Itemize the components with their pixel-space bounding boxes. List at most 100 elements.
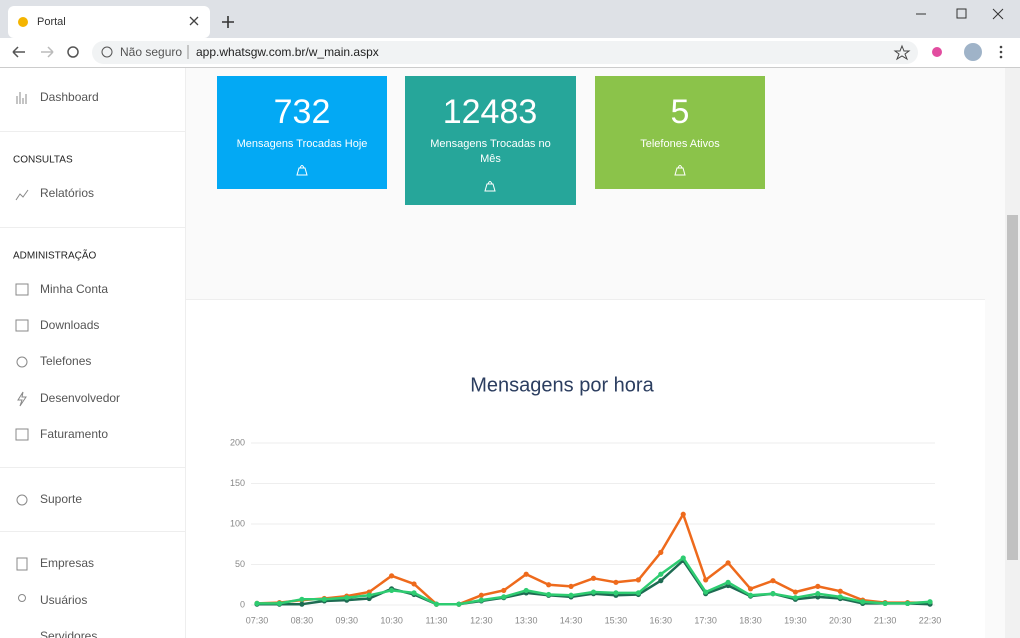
data-point xyxy=(389,587,395,594)
nav-item[interactable]: Minha Conta xyxy=(40,282,108,296)
y-tick-label: 100 xyxy=(230,518,245,528)
data-point xyxy=(299,596,305,602)
data-point xyxy=(590,589,597,595)
nav-item[interactable]: Empresas xyxy=(40,556,94,570)
nav-item[interactable]: Usuários xyxy=(40,593,87,607)
reload[interactable] xyxy=(67,46,79,58)
x-tick-label: 13:30 xyxy=(515,615,538,625)
data-point xyxy=(299,601,305,607)
y-tick-label: 50 xyxy=(235,559,245,569)
stat-card: 732 Mensagens Trocadas Hoje xyxy=(217,76,387,189)
maximize[interactable] xyxy=(956,8,967,19)
data-point xyxy=(478,597,484,603)
security-label: Não seguro xyxy=(120,45,182,59)
data-point xyxy=(254,600,260,606)
x-tick-label: 10:30 xyxy=(380,615,403,625)
x-tick-label: 20:30 xyxy=(829,615,852,625)
data-point xyxy=(411,581,417,587)
profile[interactable] xyxy=(964,43,982,61)
tab[interactable] xyxy=(8,6,210,38)
card-value: 12483 xyxy=(443,93,538,131)
card-label: Mensagens Trocadas no Mês xyxy=(430,138,551,165)
data-point xyxy=(366,592,372,598)
x-tick-label: 15:30 xyxy=(605,615,628,625)
data-point xyxy=(680,511,686,517)
data-point xyxy=(815,583,821,589)
data-point xyxy=(792,595,799,601)
data-point xyxy=(747,586,754,592)
info-icon xyxy=(101,46,113,58)
data-point xyxy=(501,594,507,600)
x-tick-label: 22:30 xyxy=(919,615,942,625)
nav-item[interactable]: Servidores xyxy=(40,629,97,638)
data-point xyxy=(635,577,641,583)
data-point xyxy=(703,589,709,595)
data-point xyxy=(613,579,619,585)
stat-card: 5 Telefones Ativos xyxy=(595,76,765,189)
data-point xyxy=(546,591,552,598)
nav-item[interactable]: Downloads xyxy=(40,318,99,332)
data-point xyxy=(478,592,484,598)
x-tick-label: 09:30 xyxy=(335,615,358,625)
card-value: 5 xyxy=(671,93,690,131)
data-point xyxy=(590,575,597,581)
x-tick-label: 07:30 xyxy=(246,615,269,625)
data-point xyxy=(725,579,731,585)
data-point xyxy=(658,571,664,577)
x-tick-label: 12:30 xyxy=(470,615,493,625)
omnibox[interactable] xyxy=(92,41,918,64)
close-window[interactable] xyxy=(992,8,1004,20)
data-point xyxy=(433,601,440,607)
y-tick-label: 0 xyxy=(240,599,245,609)
data-point xyxy=(725,560,731,566)
data-point xyxy=(703,577,709,583)
data-point xyxy=(792,589,799,595)
data-point xyxy=(501,587,507,594)
new-tab[interactable] xyxy=(222,16,234,28)
data-point xyxy=(860,599,866,605)
data-point xyxy=(546,582,552,588)
data-point xyxy=(904,600,911,606)
menu[interactable] xyxy=(999,55,1003,59)
card-label: Mensagens Trocadas Hoje xyxy=(236,138,368,150)
data-point xyxy=(276,600,283,606)
nav-item[interactable]: Relatórios xyxy=(40,186,94,200)
extension[interactable] xyxy=(932,47,942,57)
card-value: 732 xyxy=(274,93,331,131)
chart-panel xyxy=(185,300,985,638)
data-point xyxy=(635,590,641,596)
data-point xyxy=(815,591,821,597)
nav-heading: ADMINISTRAÇÃO xyxy=(13,249,97,262)
tab-title: Portal xyxy=(37,16,66,28)
y-tick-label: 200 xyxy=(230,437,245,447)
data-point xyxy=(523,587,529,594)
forward[interactable] xyxy=(41,46,54,58)
nav-item[interactable]: Desenvolvedor xyxy=(40,391,120,405)
favicon xyxy=(18,17,28,27)
data-point xyxy=(321,596,327,602)
data-point xyxy=(456,601,462,607)
x-tick-label: 11:30 xyxy=(426,615,448,625)
card-label: Telefones Ativos xyxy=(640,138,720,150)
x-tick-label: 21:30 xyxy=(874,615,897,625)
data-point xyxy=(613,590,619,596)
bookmark[interactable] xyxy=(893,44,911,61)
data-point xyxy=(411,590,417,596)
nav-item[interactable]: Dashboard xyxy=(40,90,99,104)
data-point xyxy=(770,591,776,597)
chart: 0 50 100 150 200 07:30 08:30 09:30 10:30 11:30 12:… xyxy=(230,437,941,625)
data-point xyxy=(837,594,843,600)
data-point xyxy=(658,578,664,584)
tab-close[interactable] xyxy=(189,16,199,26)
nav-item[interactable]: Faturamento xyxy=(40,427,108,441)
x-tick-label: 17:30 xyxy=(694,615,717,625)
nav-item[interactable]: Suporte xyxy=(40,492,82,506)
scroll-thumb[interactable] xyxy=(1007,215,1018,560)
url: app.whatsgw.com.br/w_main.aspx xyxy=(196,45,379,59)
nav-item[interactable]: Telefones xyxy=(40,354,91,368)
back[interactable] xyxy=(12,46,25,58)
data-point xyxy=(658,549,664,555)
x-tick-label: 18:30 xyxy=(739,615,762,625)
x-tick-label: 16:30 xyxy=(650,615,673,625)
